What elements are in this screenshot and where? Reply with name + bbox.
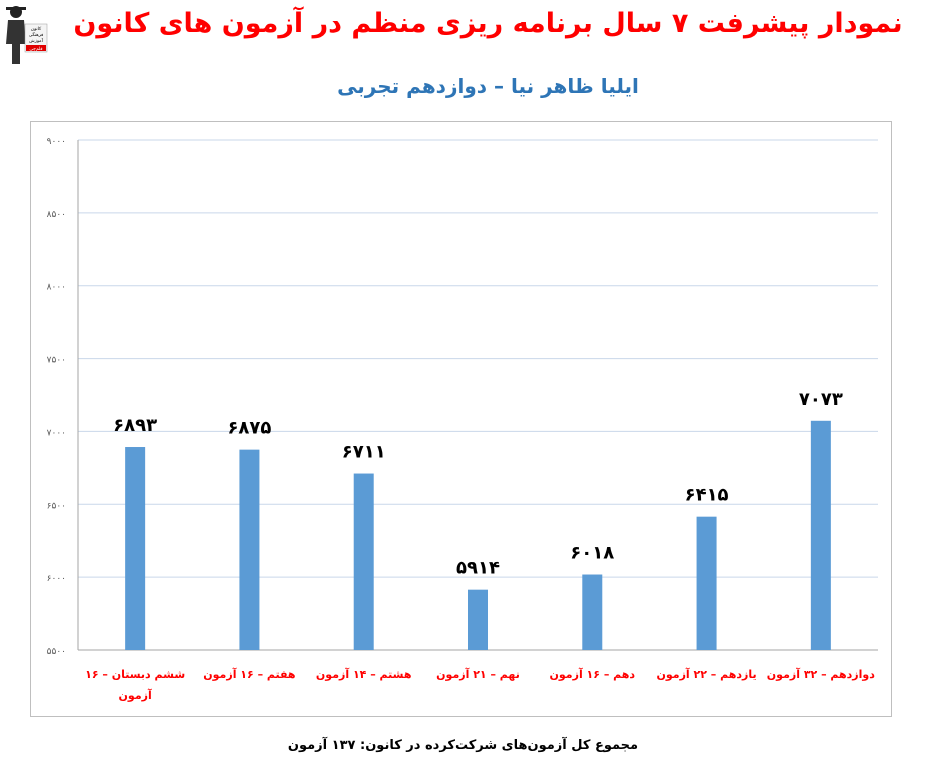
footer-total: مجموع کل آزمون‌های شرکت‌کرده در کانون: ۱… (287, 738, 639, 753)
category-label: نهم – ۲۱ آزمون (436, 667, 520, 681)
category-label: دهم – ۱۶ آزمون (550, 667, 636, 681)
logo-line-1: کانون (31, 26, 42, 32)
data-label: ۶۸۷۵ (227, 418, 271, 439)
logo-line-2: فرهنگی (29, 31, 44, 38)
data-label: ۷۰۷۳ (799, 389, 843, 410)
y-tick-label: ۷۵۰۰ (47, 356, 66, 366)
data-label: ۶۰۱۸ (570, 543, 614, 564)
bar (810, 420, 831, 650)
y-tick-label: ۹۰۰۰ (47, 137, 66, 147)
y-tick-label: ۷۰۰۰ (47, 428, 66, 438)
category-label: دوازدهم – ۳۲ آزمون (767, 667, 875, 681)
y-tick-label: ۸۵۰۰ (47, 210, 66, 220)
page-subtitle: ایلیا ظاهر نیا – دوازدهم تجربی (337, 74, 639, 98)
kanoon-logo: کانون فرهنگی آموزش قلم‌چی (4, 4, 48, 70)
bar (125, 447, 146, 650)
data-label: ۶۴۱۵ (685, 485, 729, 506)
logo-line-4: قلم‌چی (29, 47, 42, 52)
category-label: یازدهم – ۲۲ آزمون (657, 667, 757, 681)
data-label: ۵۹۱۴ (456, 558, 500, 579)
y-tick-label: ۶۰۰۰ (47, 574, 66, 584)
data-label: ۶۸۹۳ (113, 415, 157, 436)
y-tick-label: ۸۰۰۰ (47, 283, 66, 293)
bar (696, 516, 717, 650)
bar (468, 589, 488, 650)
bar (239, 449, 260, 650)
chart-frame (30, 121, 892, 717)
category-label: ششم دبستان – ۱۶ (85, 668, 185, 681)
logo-line-3: آموزش (29, 38, 43, 44)
category-label: آزمون (119, 688, 152, 702)
y-tick-label: ۵۵۰۰ (47, 647, 66, 657)
category-label: هفتم – ۱۶ آزمون (203, 667, 295, 681)
bar (353, 473, 374, 650)
data-label: ۶۷۱۱ (342, 442, 386, 463)
bar (582, 574, 603, 650)
y-tick-label: ۶۵۰۰ (47, 501, 66, 511)
category-label: هشتم – ۱۴ آزمون (316, 667, 412, 681)
page-title: نمودار پیشرفت ۷ سال برنامه ریزی منظم در … (73, 8, 903, 39)
